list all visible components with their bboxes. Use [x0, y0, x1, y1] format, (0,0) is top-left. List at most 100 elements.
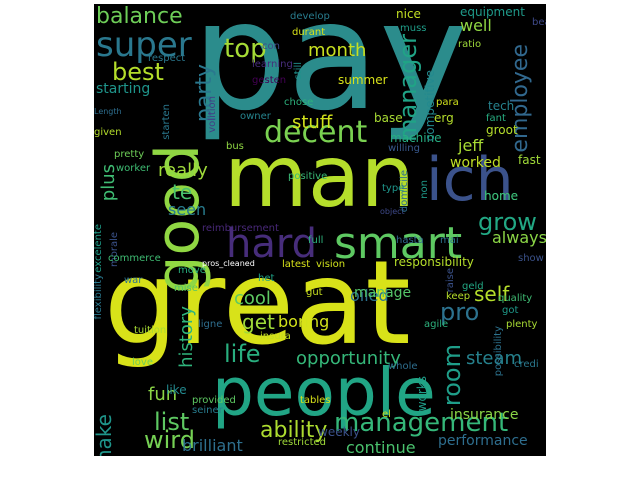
word-super: super	[96, 25, 192, 65]
word-nice: nice	[396, 7, 421, 21]
word-equipment: equipment	[460, 5, 525, 19]
word-works: works	[415, 376, 429, 412]
word-respect: respect	[148, 53, 186, 64]
word-worked: worked	[450, 155, 501, 171]
word-well: well	[460, 16, 492, 35]
word-pro: pro	[440, 298, 480, 326]
word-raise: raise	[445, 268, 456, 293]
word-great: great	[104, 236, 411, 371]
word-tables: tables	[300, 395, 331, 406]
word-tech: tech	[488, 99, 515, 113]
word-gesten: gesten	[252, 75, 287, 86]
word-life: life	[224, 340, 261, 368]
word-fast: fast	[518, 153, 541, 167]
word-erg: erg	[434, 111, 454, 125]
word-ich: ich	[426, 145, 514, 215]
word-groot: groot	[486, 123, 518, 137]
word-continue: continue	[346, 438, 416, 456]
word-wird: wird	[144, 426, 195, 454]
word-performance: performance	[438, 433, 528, 449]
word-restricted: restricted	[278, 437, 326, 448]
word-jeff: jeff	[458, 136, 484, 155]
word-bus: bus	[226, 141, 244, 152]
word-quality: quality	[498, 293, 533, 304]
word-starting: starting	[96, 81, 151, 97]
word-home: home	[484, 189, 519, 203]
word-make: make	[94, 414, 116, 456]
word-muss: muss	[400, 23, 427, 34]
word-mise: mise	[174, 283, 198, 294]
word-vision: vision	[316, 259, 346, 270]
word-room: room	[438, 344, 466, 407]
word-para: para	[436, 97, 459, 108]
word-pretty: pretty	[114, 149, 145, 160]
word-geld: geld	[462, 281, 484, 292]
word-mai: mai	[440, 235, 459, 246]
word-insura: insura	[260, 331, 291, 342]
word-get: get	[242, 310, 275, 334]
word-opportunity: opportunity	[296, 348, 401, 369]
word-show: show	[518, 253, 544, 264]
word-hasta: hasta	[396, 235, 424, 246]
word-got: got	[502, 305, 519, 316]
word-willing: willing	[388, 143, 420, 154]
word-self: self	[474, 282, 510, 306]
word-home: home	[484, 189, 519, 203]
word-seen: seen	[168, 200, 207, 219]
word-object: object	[380, 207, 405, 216]
word-people: people	[212, 354, 436, 431]
word-length: Length	[94, 107, 122, 116]
word-reimbursement: reimbursement	[202, 223, 279, 234]
word-history: history	[176, 306, 197, 368]
word-top: top	[224, 34, 267, 64]
word-responsibility: responsibility	[394, 255, 474, 269]
word-type: type	[382, 183, 405, 194]
word-keep: keep	[446, 291, 471, 302]
word-pros-cleaned: pros_cleaned	[202, 259, 255, 268]
word-flexibility: flexibility	[94, 274, 104, 320]
word-love: love	[132, 357, 153, 368]
word-like: like	[166, 383, 187, 397]
word-manage: manage	[354, 285, 412, 301]
word-list: list	[154, 408, 190, 436]
word-weekly: weekly	[318, 425, 360, 439]
word-base: base	[374, 111, 403, 125]
word-hard: hard	[226, 221, 317, 267]
word-agile: agile	[424, 319, 449, 330]
word-machine: machine	[390, 131, 442, 145]
word-oiled: oiled	[350, 286, 389, 305]
word-gut: gut	[306, 287, 323, 298]
word-summer: summer	[338, 73, 388, 87]
word-given: given	[94, 127, 122, 138]
word-war: war	[124, 275, 143, 286]
word-beau: beau	[532, 17, 546, 28]
word-still: still	[293, 62, 304, 80]
word-develop: develop	[290, 11, 330, 22]
word-commerce: commerce	[108, 253, 161, 264]
word-con: con	[262, 41, 280, 52]
word-chose: chose	[284, 97, 314, 108]
word-fant: fant	[486, 113, 506, 124]
word-whole: whole	[388, 361, 418, 372]
word-balance: balance	[96, 4, 183, 29]
word-management: management	[334, 408, 509, 438]
word-grow: grow	[478, 208, 537, 236]
word-non: non	[419, 180, 430, 199]
word-month: month	[308, 40, 367, 61]
word-plenty: plenty	[506, 319, 538, 330]
word-te: te	[172, 180, 193, 204]
word-decent: decent	[264, 115, 368, 150]
word-man: man	[224, 127, 415, 227]
word-cool: cool	[234, 288, 271, 309]
word-starten: starten	[161, 104, 172, 140]
word-credi: credi	[514, 359, 539, 370]
word-durant: durant	[292, 27, 326, 38]
word-manager: manager	[394, 34, 422, 142]
word-learning: learning	[252, 59, 293, 70]
word-smart: smart	[334, 218, 463, 269]
word-domicile: domicile	[399, 170, 410, 213]
word-el: el	[382, 409, 391, 420]
word-ability: ability	[260, 418, 328, 443]
word-boring: boring	[278, 312, 330, 331]
word-best: best	[112, 58, 164, 86]
